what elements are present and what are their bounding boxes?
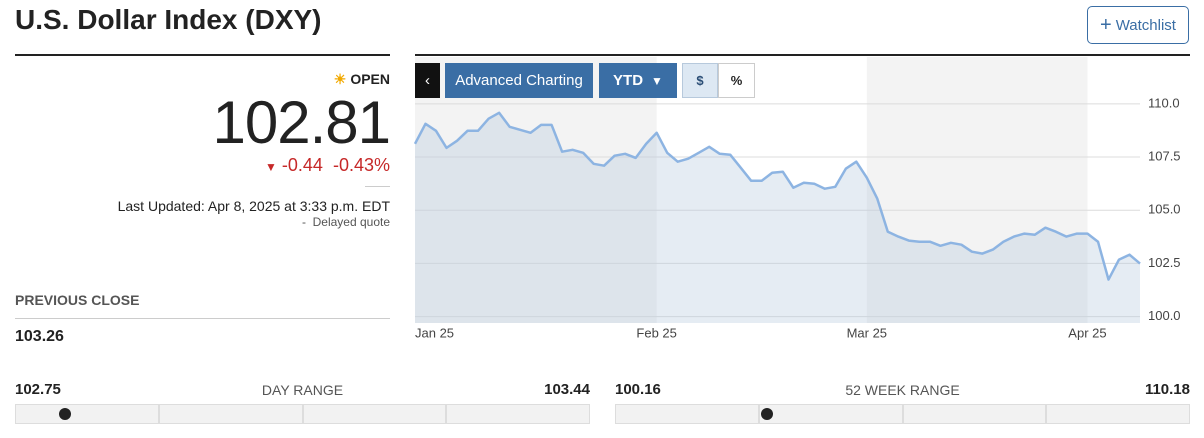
divider (415, 54, 1190, 56)
range-segment (1046, 404, 1190, 424)
dash: - (301, 215, 313, 229)
watchlist-label: Watchlist (1115, 16, 1176, 34)
period-button[interactable]: YTD ▼ (599, 63, 677, 98)
divider (15, 318, 390, 319)
y-tick-label: 110.0 (1148, 95, 1180, 110)
chart: 100.0 102.5 105.0 107.5 110.0 Jan 25 Feb 25 Mar… (413, 57, 1181, 340)
sun-icon: ☀ (333, 71, 347, 87)
day-high: 103.44 (544, 381, 590, 398)
range-segment (902, 404, 1047, 424)
down-arrow: ▼ (265, 160, 277, 174)
month-band (415, 57, 657, 323)
line (413, 111, 1141, 281)
y-tick-label: 105.0 (1148, 202, 1181, 217)
month-band (866, 57, 1088, 323)
x-tick-label: Feb 25 (636, 325, 676, 340)
day-range-label: DAY RANGE (261, 382, 344, 398)
plus-icon: + (1100, 13, 1112, 36)
range-segment (15, 404, 159, 424)
market-status: ☀ OPEN (334, 71, 390, 88)
price: 102.81 (212, 89, 391, 156)
prev-close-value: 103.26 (15, 328, 64, 345)
last-updated: Last Updated: Apr 8, 2025 at 3:33 p.m. E… (117, 198, 390, 214)
x-tick-label: Mar 25 (847, 325, 887, 340)
title: U.S. Dollar Index (DXY) (15, 4, 322, 35)
range-segment (446, 404, 590, 424)
watchlist-button[interactable]: + Watchlist (1087, 6, 1189, 44)
x-tick-label: Jan 25 (415, 325, 454, 340)
week-range-label: 52 WEEK RANGE (845, 382, 960, 398)
caret: ▼ (651, 73, 663, 88)
range-marker (761, 408, 774, 420)
y-tick-label: 100.0 (1148, 308, 1181, 323)
divider (365, 186, 390, 187)
y-tick-label: 102.5 (1148, 255, 1181, 270)
range-segment (758, 404, 903, 424)
week-high: 110.18 (1144, 381, 1190, 398)
delayed-text: Delayed quote (312, 215, 390, 229)
prev-close-label: PREVIOUS CLOSE (15, 292, 140, 308)
y-tick-label: 107.5 (1148, 148, 1181, 163)
range-segment (615, 404, 759, 424)
back-button[interactable]: ‹ (415, 63, 440, 98)
change-value: -0.44 (281, 155, 323, 175)
change-percent: -0.43% (332, 155, 390, 175)
range-marker (59, 408, 71, 420)
day-low: 102.75 (15, 381, 61, 398)
period-label: YTD (613, 72, 644, 89)
delayed: - Delayed quote (302, 215, 390, 229)
advanced-button[interactable]: Advanced Charting (445, 63, 593, 98)
dollar-button[interactable]: $ (682, 63, 718, 98)
x-tick-label: Apr 25 (1068, 325, 1106, 340)
range-segment (302, 404, 447, 424)
week-low: 100.16 (615, 381, 661, 398)
status-text: OPEN (350, 71, 390, 87)
range-segment (158, 404, 303, 424)
divider (15, 54, 390, 56)
change: ▼ -0.44 -0.43% (265, 155, 390, 176)
percent-button[interactable]: % (718, 63, 755, 98)
